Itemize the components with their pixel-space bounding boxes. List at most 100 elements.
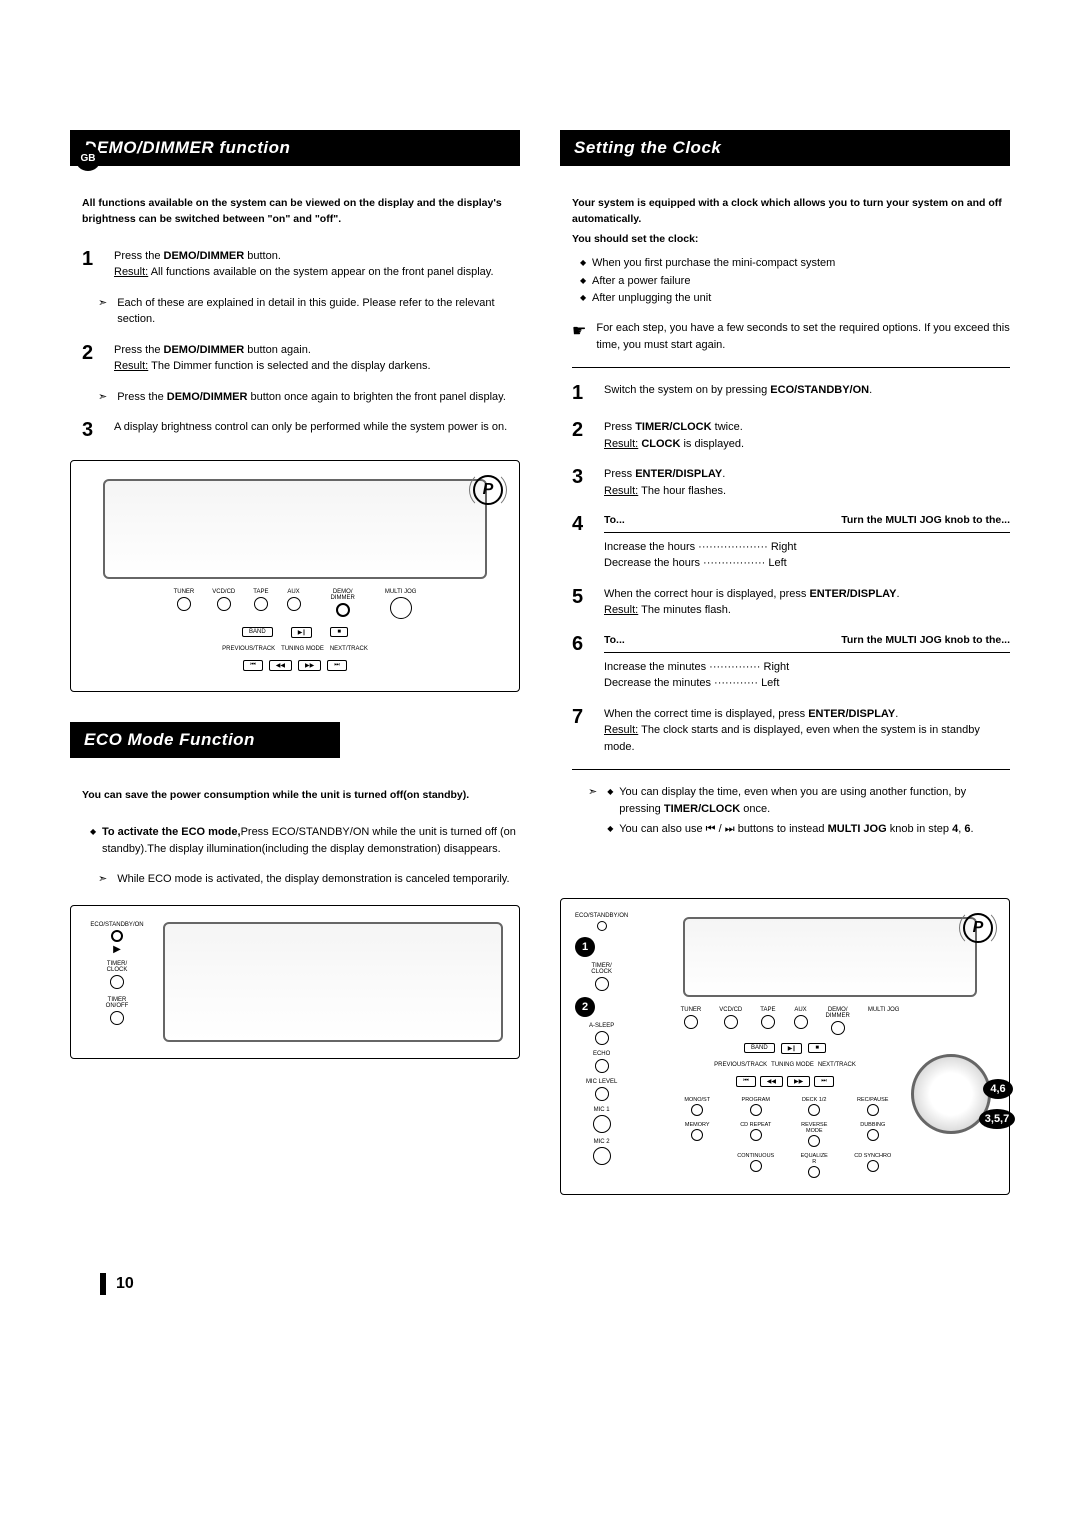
- demo-step-2: 2 Press the DEMO/DIMMER button again. Re…: [70, 342, 520, 375]
- label-tape: TAPE: [253, 589, 268, 595]
- arrow-icon: ➣: [98, 295, 107, 328]
- callout-46: 4,6: [983, 1079, 1013, 1099]
- play-button: ▶∥: [291, 627, 313, 638]
- label-tuner: TUNER: [174, 589, 195, 595]
- left-column: DEMO/DIMMER function All functions avail…: [70, 130, 520, 1225]
- text-bold: To activate the ECO mode,: [102, 826, 241, 838]
- right-column: Setting the Clock Your system is equippe…: [560, 130, 1010, 1225]
- list-item: When you first purchase the mini-compact…: [580, 255, 1010, 273]
- button-grid: MONO/ST PROGRAM DECK 1/2 REC/PAUSE MEMOR…: [673, 1097, 897, 1178]
- text: Press the: [117, 391, 167, 403]
- btn-icon: [390, 597, 412, 619]
- arrow-icon: ➣: [98, 389, 107, 406]
- text: DEMO/DIMMER: [164, 344, 245, 356]
- hand-icon: ☛: [572, 320, 586, 353]
- eco-diagram: ECO/STANDBY/ON▶ TIMER/ CLOCK TIMER ON/OF…: [70, 905, 520, 1059]
- clock-step-1: 1Switch the system on by pressing ECO/ST…: [560, 382, 1010, 405]
- demo-step-3: 3 A display brightness control can only …: [70, 419, 520, 442]
- eco-note: ➣ While ECO mode is activated, the displ…: [98, 871, 520, 888]
- arrow-icon: ➣: [588, 784, 597, 838]
- page-number: 10: [100, 1273, 134, 1295]
- callout-357: 3,5,7: [979, 1109, 1015, 1129]
- label-prev: PREVIOUS/TRACK: [222, 646, 275, 652]
- step-number: 2: [82, 342, 100, 375]
- text: button.: [244, 250, 281, 262]
- btn-icon: [254, 597, 268, 611]
- timerclock-label: TIMER/ CLOCK: [87, 961, 147, 991]
- btn-icon: [336, 603, 350, 617]
- text: All functions available on the system ap…: [148, 266, 493, 278]
- demo-note-1: ➣ Each of these are explained in detail …: [98, 295, 520, 328]
- eco-header: ECO Mode Function: [70, 722, 340, 758]
- prev-track-icon: ⏮: [706, 823, 716, 835]
- result-label: Result:: [114, 266, 148, 278]
- step-number: 3: [82, 419, 100, 442]
- demo-step-1: 1 Press the DEMO/DIMMER button. Result: …: [70, 248, 520, 281]
- clock-step-2: 2Press TIMER/CLOCK twice.Result: CLOCK i…: [560, 419, 1010, 452]
- display-screen: [683, 917, 977, 997]
- p-badge-icon: P: [963, 913, 993, 943]
- callout-2: 2: [575, 997, 595, 1017]
- next-track-icon: ⏭: [725, 823, 735, 835]
- text: While ECO mode is activated, the display…: [117, 871, 509, 888]
- demo-note-2: ➣ Press the DEMO/DIMMER button once agai…: [98, 389, 520, 406]
- clock-tips: ➣ ◆You can display the time, even when y…: [588, 784, 1010, 838]
- callout-1: 1: [575, 937, 595, 957]
- language-badge: GB: [75, 145, 101, 171]
- text: Each of these are explained in detail in…: [117, 295, 520, 328]
- display-screen: [163, 922, 503, 1042]
- p-badge-icon: P: [473, 475, 503, 505]
- label-next: NEXT/TRACK: [330, 646, 368, 652]
- clock-diagram: ECO/STANDBY/ON 1 TIMER/ CLOCK 2 A-SLEEP …: [560, 898, 1010, 1195]
- timeronoff-label: TIMER ON/OFF: [87, 997, 147, 1027]
- demo-intro: All functions available on the system ca…: [70, 196, 520, 228]
- eco-intro: You can save the power consumption while…: [82, 788, 520, 804]
- divider: [572, 769, 1010, 770]
- text: The Dimmer function is selected and the …: [148, 360, 430, 372]
- clock-header: Setting the Clock: [560, 130, 1010, 166]
- btn-icon: [217, 597, 231, 611]
- clock-step-6: 6 To...Turn the MULTI JOG knob to the...…: [560, 633, 1010, 692]
- result-label: Result:: [114, 360, 148, 372]
- text: button again.: [244, 344, 311, 356]
- label-demo: DEMO/ DIMMER: [331, 589, 355, 601]
- label-vcdcd: VCD/CD: [212, 589, 235, 595]
- next-btn: ⏭: [327, 660, 346, 671]
- band-button: BAND: [242, 627, 273, 637]
- list-item: After unplugging the unit: [580, 290, 1010, 308]
- text: DEMO/DIMMER: [164, 250, 245, 262]
- ffwd-btn: ▶▶: [298, 660, 321, 671]
- btn-icon: [287, 597, 301, 611]
- text: Press the: [114, 344, 164, 356]
- text: DEMO/DIMMER: [167, 391, 248, 403]
- clock-when-list: When you first purchase the mini-compact…: [560, 255, 1010, 308]
- demo-header: DEMO/DIMMER function: [70, 130, 520, 166]
- display-screen: [103, 479, 487, 579]
- list-item: After a power failure: [580, 273, 1010, 291]
- rew-btn: ◀◀: [269, 660, 292, 671]
- label-tuning: TUNING MODE: [281, 646, 324, 652]
- divider: [572, 367, 1010, 368]
- clock-hand-note: ☛ For each step, you have a few seconds …: [572, 320, 1010, 353]
- text: button once again to brighten the front …: [247, 391, 505, 403]
- step-number: 1: [82, 248, 100, 281]
- arrow-icon: ➣: [98, 871, 107, 888]
- demo-diagram: P TUNER VCD/CD TAPE AUX DEMO/ DIMMER MUL…: [70, 460, 520, 692]
- text: For each step, you have a few seconds to…: [596, 320, 1010, 353]
- clock-step-4: 4 To...Turn the MULTI JOG knob to the...…: [560, 513, 1010, 572]
- label-multijog: MULTI JOG: [385, 589, 417, 595]
- clock-step-3: 3Press ENTER/DISPLAY.Result: The hour fl…: [560, 466, 1010, 499]
- text: Press the: [114, 250, 164, 262]
- eco-bullets: To activate the ECO mode,Press ECO/STAND…: [70, 824, 520, 859]
- btn-icon: [177, 597, 191, 611]
- clock-intro-2: You should set the clock:: [560, 232, 1010, 248]
- stop-button: ■: [330, 627, 348, 637]
- clock-intro-1: Your system is equipped with a clock whi…: [560, 196, 1010, 228]
- eco-standby-label: ECO/STANDBY/ON▶: [87, 922, 147, 955]
- clock-step-7: 7When the correct time is displayed, pre…: [560, 706, 1010, 756]
- timerclock-btn: TIMER/ CLOCK: [575, 963, 628, 991]
- clock-step-5: 5When the correct hour is displayed, pre…: [560, 586, 1010, 619]
- label-aux: AUX: [287, 589, 301, 595]
- eco-standby-btn: ECO/STANDBY/ON: [575, 913, 628, 931]
- prev-btn: ⏮: [243, 660, 262, 671]
